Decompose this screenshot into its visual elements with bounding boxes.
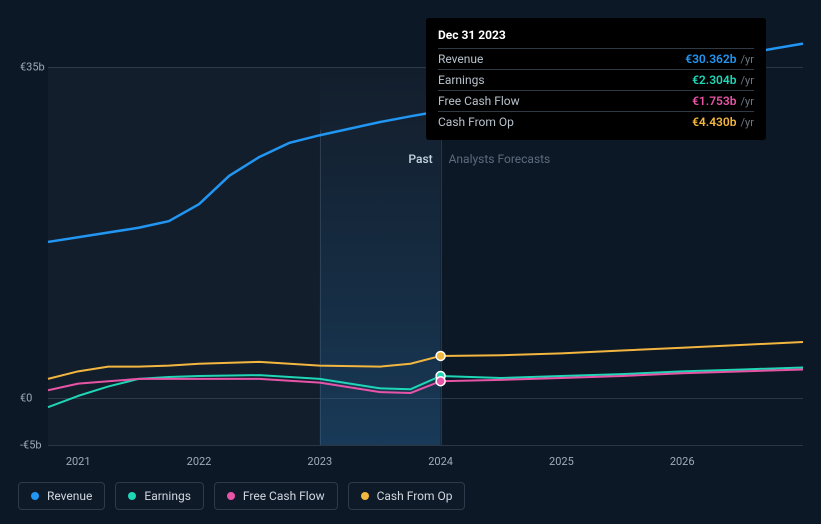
legend-item-label: Earnings <box>144 489 191 503</box>
tooltip-row: Earnings€2.304b/yr <box>438 69 754 90</box>
legend-dot-icon <box>128 492 136 500</box>
tooltip-row-value: €30.362b <box>685 52 736 66</box>
chart-legend: Revenue Earnings Free Cash Flow Cash From O… <box>18 482 465 510</box>
legend-item-label: Cash From Op <box>377 489 453 503</box>
legend-item-label: Revenue <box>47 489 92 503</box>
tooltip-row-value: €4.430b <box>692 115 736 129</box>
tooltip-row: Cash From Op€4.430b/yr <box>438 111 754 132</box>
tooltip-row-unit: /yr <box>741 74 754 87</box>
tooltip-row-label: Revenue <box>438 52 685 66</box>
tooltip-row-unit: /yr <box>741 116 754 129</box>
tooltip-row-label: Free Cash Flow <box>438 94 692 108</box>
legend-item[interactable]: Cash From Op <box>348 482 466 510</box>
tooltip-row-value: €1.753b <box>692 94 736 108</box>
legend-dot-icon <box>227 492 235 500</box>
legend-item-label: Free Cash Flow <box>243 489 325 503</box>
tooltip-date: Dec 31 2023 <box>438 28 754 42</box>
financials-chart: €35b€0-€5b 202120222023202420252026 Past… <box>0 0 821 524</box>
marker-dot-cfo <box>436 351 445 360</box>
tooltip-row: Free Cash Flow€1.753b/yr <box>438 90 754 111</box>
marker-dot-fcf <box>436 377 445 386</box>
legend-item[interactable]: Earnings <box>115 482 204 510</box>
chart-tooltip: Dec 31 2023 Revenue€30.362b/yrEarnings€2… <box>426 18 766 140</box>
legend-dot-icon <box>31 492 39 500</box>
legend-dot-icon <box>361 492 369 500</box>
tooltip-row-label: Earnings <box>438 73 692 87</box>
tooltip-row: Revenue€30.362b/yr <box>438 48 754 69</box>
tooltip-row-value: €2.304b <box>692 73 736 87</box>
legend-item[interactable]: Revenue <box>18 482 105 510</box>
tooltip-row-unit: /yr <box>741 53 754 66</box>
legend-item[interactable]: Free Cash Flow <box>214 482 338 510</box>
tooltip-row-unit: /yr <box>741 95 754 108</box>
tooltip-row-label: Cash From Op <box>438 115 692 129</box>
